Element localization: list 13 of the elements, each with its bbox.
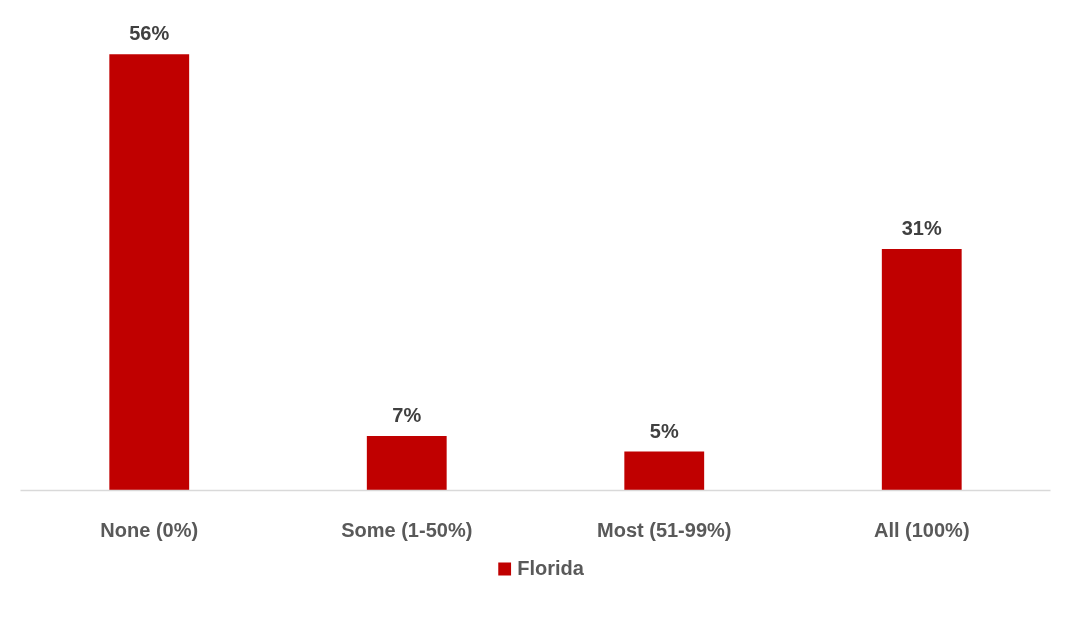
x-tick-label: Some (1-50%) — [341, 518, 473, 541]
x-tick-label: Most (51-99%) — [597, 518, 732, 541]
bar — [881, 248, 962, 491]
data-label: 5% — [649, 419, 679, 442]
data-label: 7% — [392, 403, 422, 426]
data-label: 56% — [129, 22, 170, 45]
bar — [109, 54, 190, 491]
x-tick-label: None (0%) — [100, 518, 199, 541]
bar — [624, 451, 705, 491]
legend-label: Florida — [517, 556, 584, 580]
data-label: 31% — [901, 216, 942, 239]
x-tick-label: All (100%) — [873, 518, 970, 541]
bar — [366, 435, 447, 491]
